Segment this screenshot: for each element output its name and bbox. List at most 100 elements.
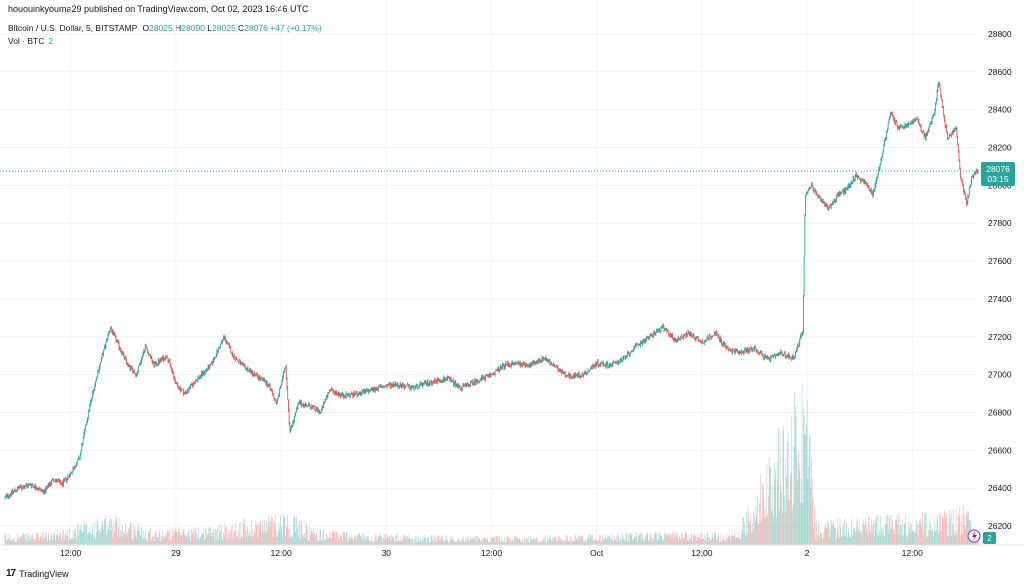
candle-body [16, 490, 18, 491]
volume-bar [526, 539, 527, 545]
candle-body [505, 363, 506, 367]
symbol-name[interactable]: Bitcoin / U.S. Dollar, 5, BITSTAMP [8, 23, 138, 33]
candle-body [883, 144, 885, 151]
volume-bar [289, 528, 291, 545]
candle-body [806, 193, 807, 197]
candle-body [462, 385, 464, 387]
candle-body [966, 202, 968, 205]
volume-bar [795, 416, 797, 545]
candle-body [299, 401, 301, 405]
volume-bar [325, 539, 327, 545]
candle-body [687, 331, 689, 335]
candle-body [948, 137, 950, 139]
volume-bar [685, 532, 687, 545]
volume-bar [110, 531, 112, 545]
candle-body [77, 459, 79, 461]
replay-lightning-icon[interactable] [967, 529, 981, 543]
volume-bar [267, 522, 269, 545]
volume-bar [237, 535, 238, 545]
volume-bar [238, 538, 240, 545]
volume-bar [735, 536, 737, 545]
time-axis[interactable]: 12:00 29 12:00 30 12:00 Oct 12:00 2 12:00 [0, 544, 1024, 558]
candle-body [671, 335, 673, 337]
volume-bar [131, 539, 133, 545]
volume-bar [56, 535, 58, 545]
candle-body [646, 336, 648, 338]
candle-body [792, 355, 793, 360]
volume-bar [101, 520, 103, 545]
volume-bar [120, 531, 122, 545]
candle-body [937, 86, 939, 91]
volume-bar [9, 540, 11, 545]
volume-bar [85, 524, 87, 545]
volume-bar [637, 542, 638, 545]
volume-bar [57, 529, 58, 545]
candle-body [601, 363, 603, 364]
volume-bar [30, 538, 31, 545]
candle-body [922, 131, 923, 133]
candle-body [34, 485, 36, 488]
volume-bar [833, 526, 835, 545]
candle-body [98, 367, 100, 372]
candle-body [331, 388, 332, 391]
volume-bar [703, 537, 704, 545]
volume-bar [429, 542, 431, 545]
volume-bar [634, 536, 636, 545]
volume-bar [508, 538, 509, 545]
volume-bar [861, 535, 863, 545]
volume-bar [945, 518, 947, 545]
candle-body [795, 352, 796, 358]
volume-bar [896, 515, 898, 545]
volume-bar [350, 538, 351, 545]
candle-body [335, 391, 337, 393]
volume-bar [597, 540, 599, 545]
volume-bar [162, 531, 164, 545]
volume-bar [44, 531, 46, 545]
volume-bar [109, 518, 111, 545]
candle-body [533, 361, 535, 364]
volume-bar [291, 534, 293, 545]
volume-bar [649, 540, 650, 545]
volume-bar [170, 540, 172, 545]
candle-body [391, 384, 392, 387]
volume-bar [594, 540, 595, 545]
candle-body [839, 192, 841, 195]
volume-bar [853, 528, 855, 545]
candle-body [485, 375, 487, 380]
volume-bar [211, 532, 213, 545]
candle-body [968, 195, 969, 197]
candle-body [115, 335, 116, 337]
volume-bar [443, 540, 444, 545]
volume-bar [619, 541, 620, 545]
volume-bar [684, 537, 685, 545]
volume-bar [779, 510, 780, 545]
volume-bar [774, 478, 776, 545]
volume-bar [155, 530, 156, 545]
volume-bar [573, 536, 575, 545]
volume-bar [537, 538, 538, 545]
candle-body [304, 404, 305, 406]
volume-bar [490, 537, 492, 545]
volume-bar [838, 537, 840, 545]
volume-bar [7, 535, 9, 545]
candle-body [927, 130, 928, 136]
candle-body [930, 122, 932, 124]
candle-body [651, 333, 652, 335]
volume-bar [482, 537, 484, 545]
candle-body [825, 204, 826, 206]
volume-bar [572, 540, 573, 545]
volume-bar [676, 532, 678, 545]
price-axis[interactable]: 2620026400266002680027000272002740027600… [988, 29, 1012, 531]
candle-body [126, 358, 127, 362]
candle-body [725, 346, 727, 348]
volume-bar [588, 535, 589, 545]
candle-body [844, 188, 846, 192]
volume-bar [424, 537, 425, 545]
volume-bar [831, 522, 833, 545]
candle-body [133, 371, 134, 373]
candle-body [516, 363, 517, 364]
candle-body [798, 345, 799, 347]
candle-body [944, 120, 946, 126]
volume-bar [917, 524, 918, 545]
